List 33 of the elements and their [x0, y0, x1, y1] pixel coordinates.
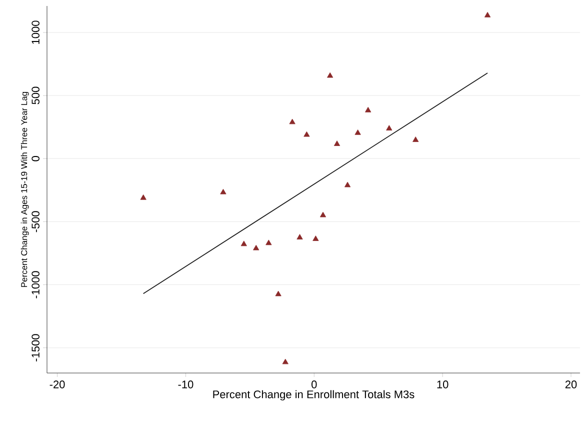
- y-tick-label: 1000: [32, 20, 40, 44]
- x-tick-label: -10: [178, 380, 194, 388]
- point: [312, 236, 319, 241]
- point: [140, 194, 146, 200]
- x-tick-label: 10: [437, 380, 448, 388]
- x-tick-label: 20: [565, 380, 577, 388]
- point: [327, 72, 334, 78]
- point: [365, 106, 372, 112]
- y-axis-title: Percent Change in Ages 15-19 With Three Year Lag: [20, 92, 29, 287]
- point: [253, 244, 260, 250]
- x-axis-title: Percent Change in Enrollment Totals M3s: [213, 390, 414, 400]
- point: [320, 212, 326, 218]
- point: [289, 118, 296, 124]
- y-tick-label: -1500: [32, 334, 40, 362]
- point: [334, 140, 340, 146]
- point: [220, 188, 226, 194]
- point: [344, 182, 351, 188]
- y-tick-label: -500: [32, 211, 40, 232]
- point: [304, 131, 310, 137]
- point: [282, 358, 288, 364]
- y-tick-label: 500: [32, 86, 40, 104]
- x-tick-label: 0: [312, 380, 317, 388]
- point: [386, 125, 392, 130]
- point: [240, 240, 247, 246]
- point: [266, 240, 272, 246]
- point: [296, 234, 303, 240]
- y-tick-label: 0: [32, 156, 40, 162]
- point: [354, 130, 361, 135]
- y-tick-label: -1000: [32, 271, 40, 298]
- x-tick-label: -20: [50, 380, 65, 388]
- point: [412, 136, 419, 142]
- point: [484, 12, 491, 18]
- point: [275, 290, 282, 296]
